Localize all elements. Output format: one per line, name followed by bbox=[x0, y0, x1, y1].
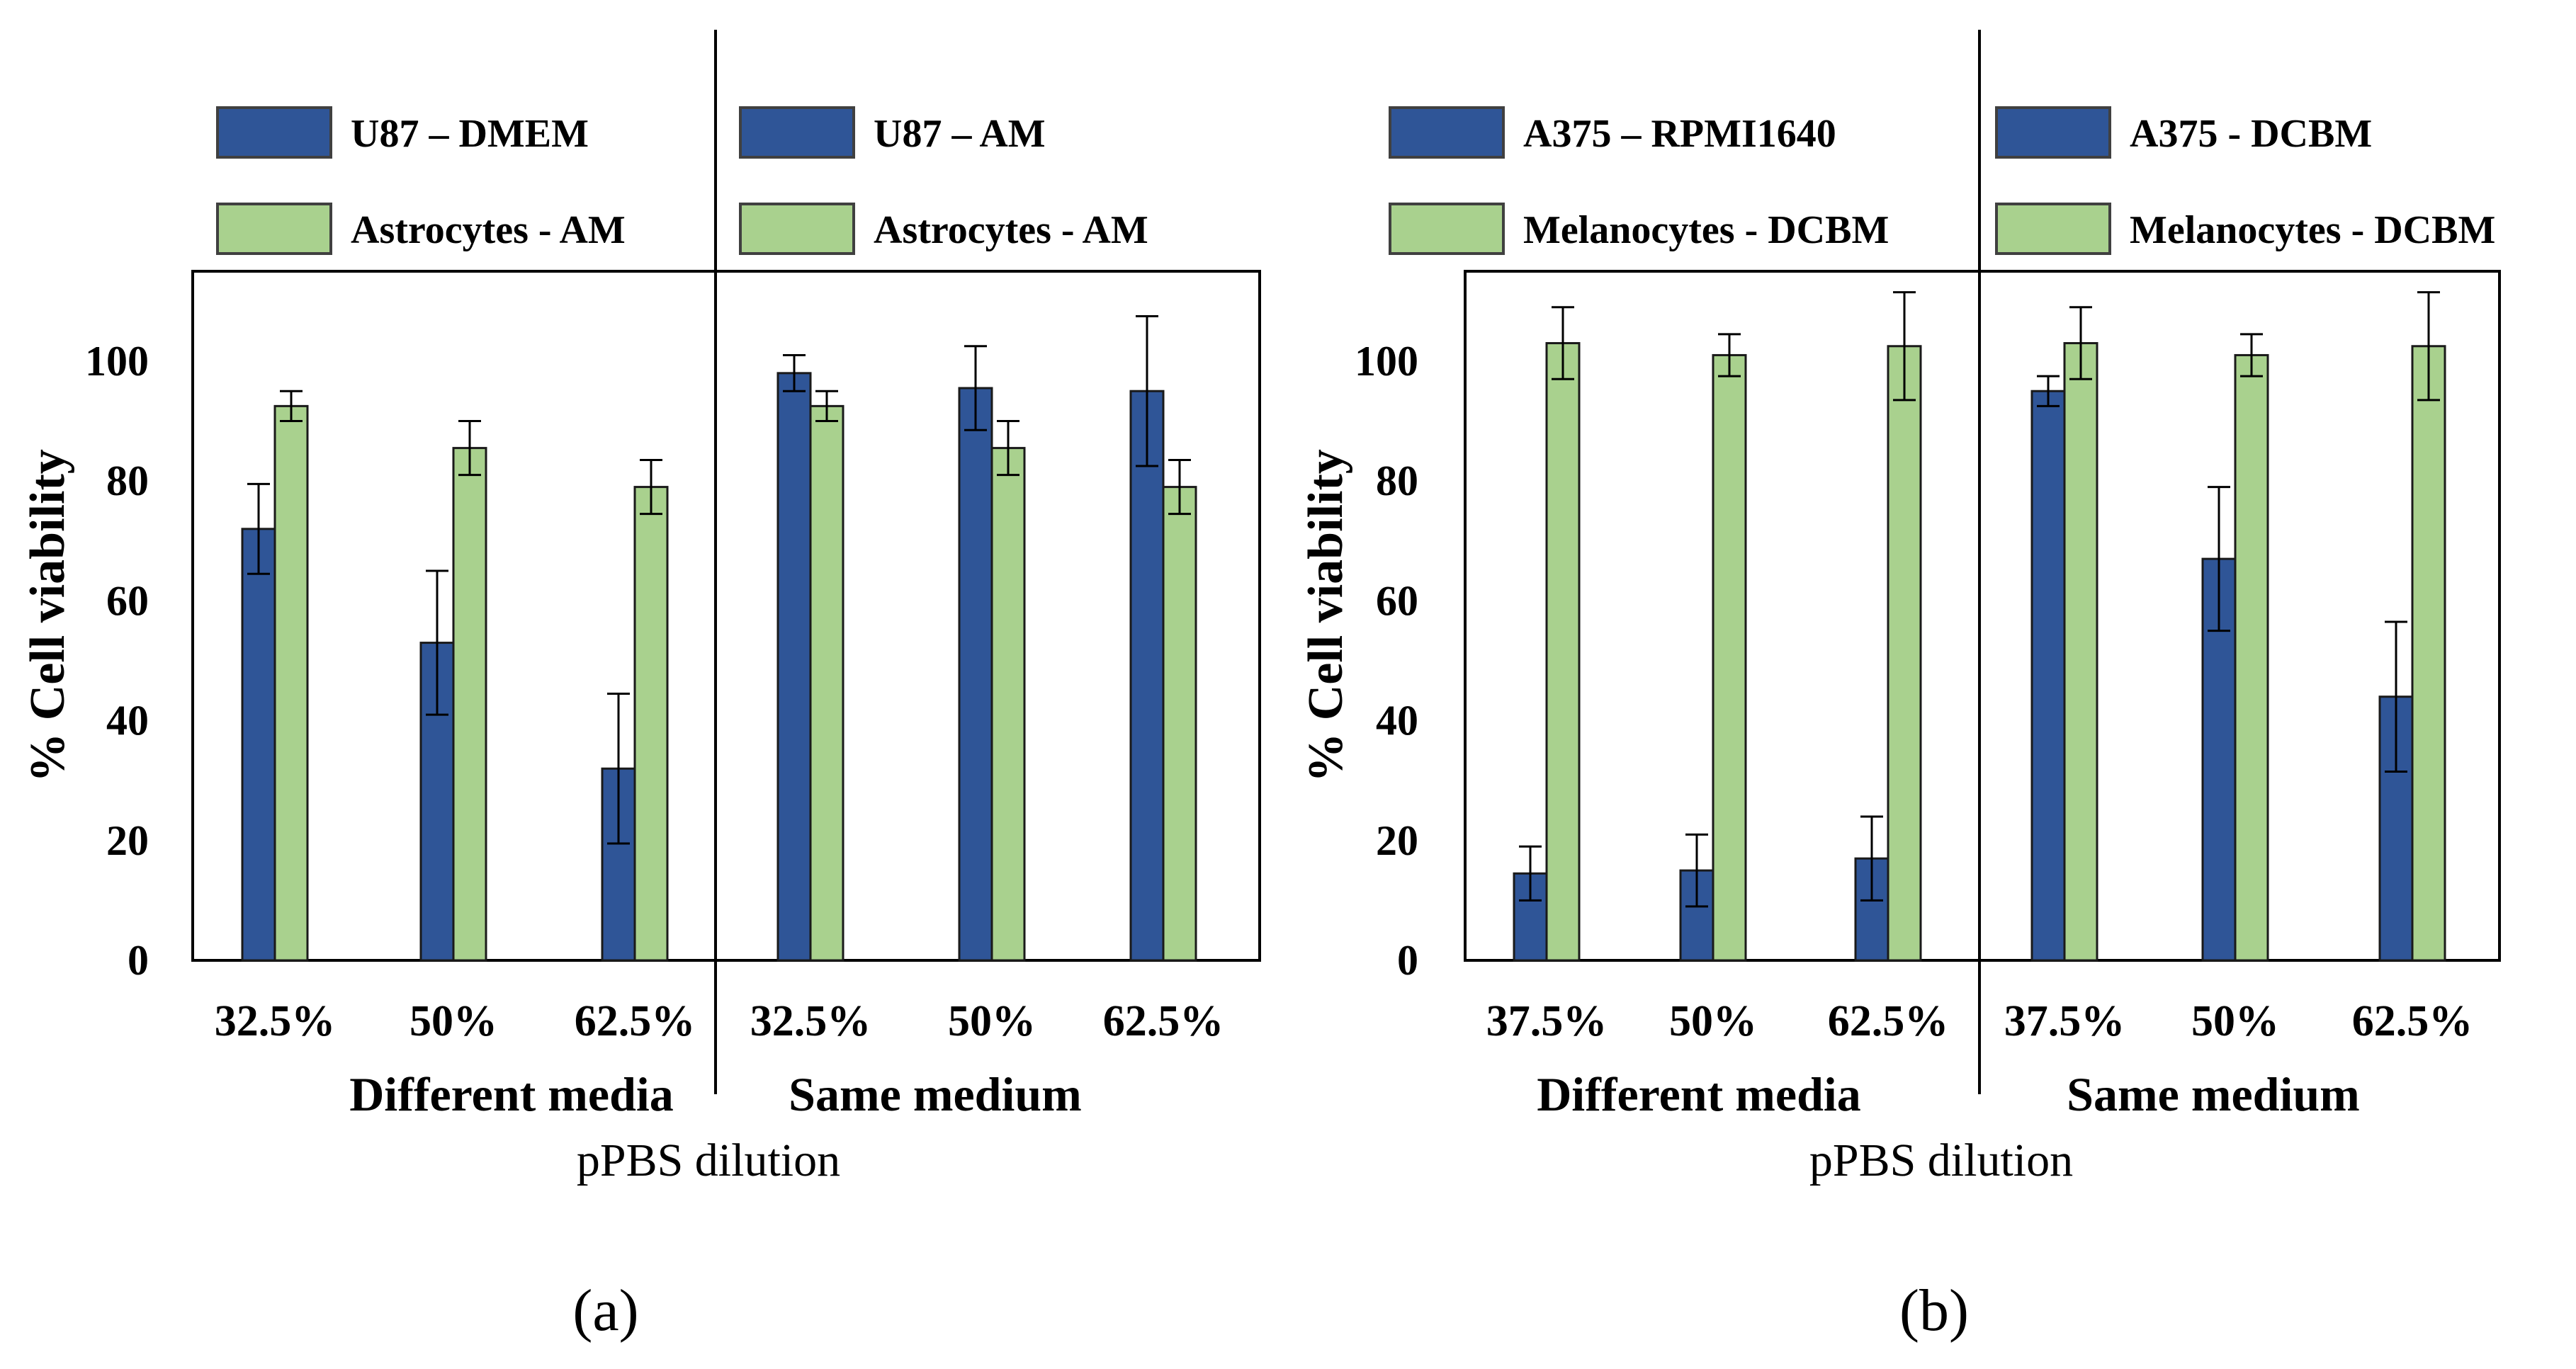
plot-frame bbox=[191, 270, 1261, 962]
bar bbox=[633, 486, 669, 962]
x-category-label: 62.5% bbox=[575, 997, 696, 1045]
x-category-label: 32.5% bbox=[215, 997, 336, 1045]
legend-label: Melanocytes - DCBM bbox=[1523, 208, 1889, 252]
bar bbox=[1162, 486, 1197, 962]
bar bbox=[958, 387, 993, 962]
x-category-label: 32.5% bbox=[750, 997, 871, 1045]
y-tick-label: 40 bbox=[1376, 698, 1418, 744]
legend-swatch bbox=[739, 203, 855, 255]
legend-swatch bbox=[739, 106, 855, 159]
x-category-label: 62.5% bbox=[1103, 997, 1224, 1045]
legend-swatch bbox=[1995, 106, 2111, 159]
legend-label: A375 - DCBM bbox=[2130, 112, 2372, 156]
x-axis-label: pPBS dilution bbox=[1809, 1135, 2073, 1186]
legend-swatch bbox=[1995, 203, 2111, 255]
y-tick-label: 100 bbox=[1355, 338, 1418, 385]
x-category-label: 50% bbox=[1669, 997, 1757, 1045]
legend-label: Astrocytes - AM bbox=[351, 208, 626, 252]
x-category-label: 50% bbox=[2191, 997, 2279, 1045]
x-category-label: 50% bbox=[948, 997, 1036, 1045]
legend-label: Melanocytes - DCBM bbox=[2130, 208, 2495, 252]
y-tick-label: 100 bbox=[85, 338, 149, 385]
panel-label: (b) bbox=[1899, 1278, 1969, 1344]
bar bbox=[1887, 345, 1922, 962]
legend-swatch bbox=[1389, 203, 1505, 255]
chart-panel-a: 0 20 40 60 80 100 % Cell viability U87 – DMEM As… bbox=[21, 30, 1261, 1344]
legend-label: U87 – DMEM bbox=[351, 112, 589, 156]
legend-label: U87 – AM bbox=[874, 112, 1046, 156]
plot-frame bbox=[1464, 270, 2501, 962]
x-category-label: 37.5% bbox=[1486, 997, 1608, 1045]
y-axis-label: % Cell viability bbox=[21, 449, 75, 783]
panel-label: (a) bbox=[572, 1278, 638, 1344]
legend-swatch bbox=[1389, 106, 1505, 159]
x-category-label: 62.5% bbox=[1828, 997, 1949, 1045]
legend-label: A375 – RPMI1640 bbox=[1523, 112, 1836, 156]
bar bbox=[990, 447, 1026, 962]
bar bbox=[2063, 342, 2098, 962]
bar bbox=[1129, 390, 1165, 962]
bar bbox=[2234, 353, 2269, 962]
y-tick-label: 60 bbox=[106, 577, 149, 624]
legend-label: Astrocytes - AM bbox=[874, 208, 1148, 252]
x-category-label: 37.5% bbox=[2004, 997, 2125, 1045]
group-label: Different media bbox=[349, 1067, 674, 1121]
bar bbox=[2411, 345, 2446, 962]
chart-panel-b: 0 20 40 60 80 100 % Cell viability A375 – RPMI1… bbox=[1299, 30, 2501, 1344]
y-tick-label: 60 bbox=[1376, 577, 1418, 624]
group-label: Different media bbox=[1537, 1067, 1861, 1121]
x-category-label: 62.5% bbox=[2352, 997, 2473, 1045]
legend-swatch bbox=[216, 203, 332, 255]
x-category-label: 50% bbox=[409, 997, 497, 1045]
bar bbox=[809, 404, 844, 962]
bar bbox=[1545, 342, 1581, 962]
y-axis-label: % Cell viability bbox=[1299, 449, 1353, 783]
y-tick-label: 20 bbox=[106, 817, 149, 864]
legend-swatch bbox=[216, 106, 332, 159]
group-label: Same medium bbox=[789, 1067, 1082, 1121]
bar bbox=[241, 528, 276, 962]
y-tick-label: 80 bbox=[106, 458, 149, 504]
bar bbox=[1712, 353, 1747, 962]
bar bbox=[273, 404, 309, 962]
bar bbox=[452, 447, 487, 962]
y-tick-label: 20 bbox=[1376, 817, 1418, 864]
y-tick-label: 0 bbox=[1397, 937, 1418, 984]
bar bbox=[2030, 390, 2066, 962]
y-tick-label: 80 bbox=[1376, 458, 1418, 504]
group-label: Same medium bbox=[2067, 1067, 2360, 1121]
x-axis-label: pPBS dilution bbox=[577, 1135, 840, 1186]
bar bbox=[776, 372, 812, 962]
y-tick-label: 40 bbox=[106, 698, 149, 744]
y-tick-label: 0 bbox=[128, 937, 149, 984]
